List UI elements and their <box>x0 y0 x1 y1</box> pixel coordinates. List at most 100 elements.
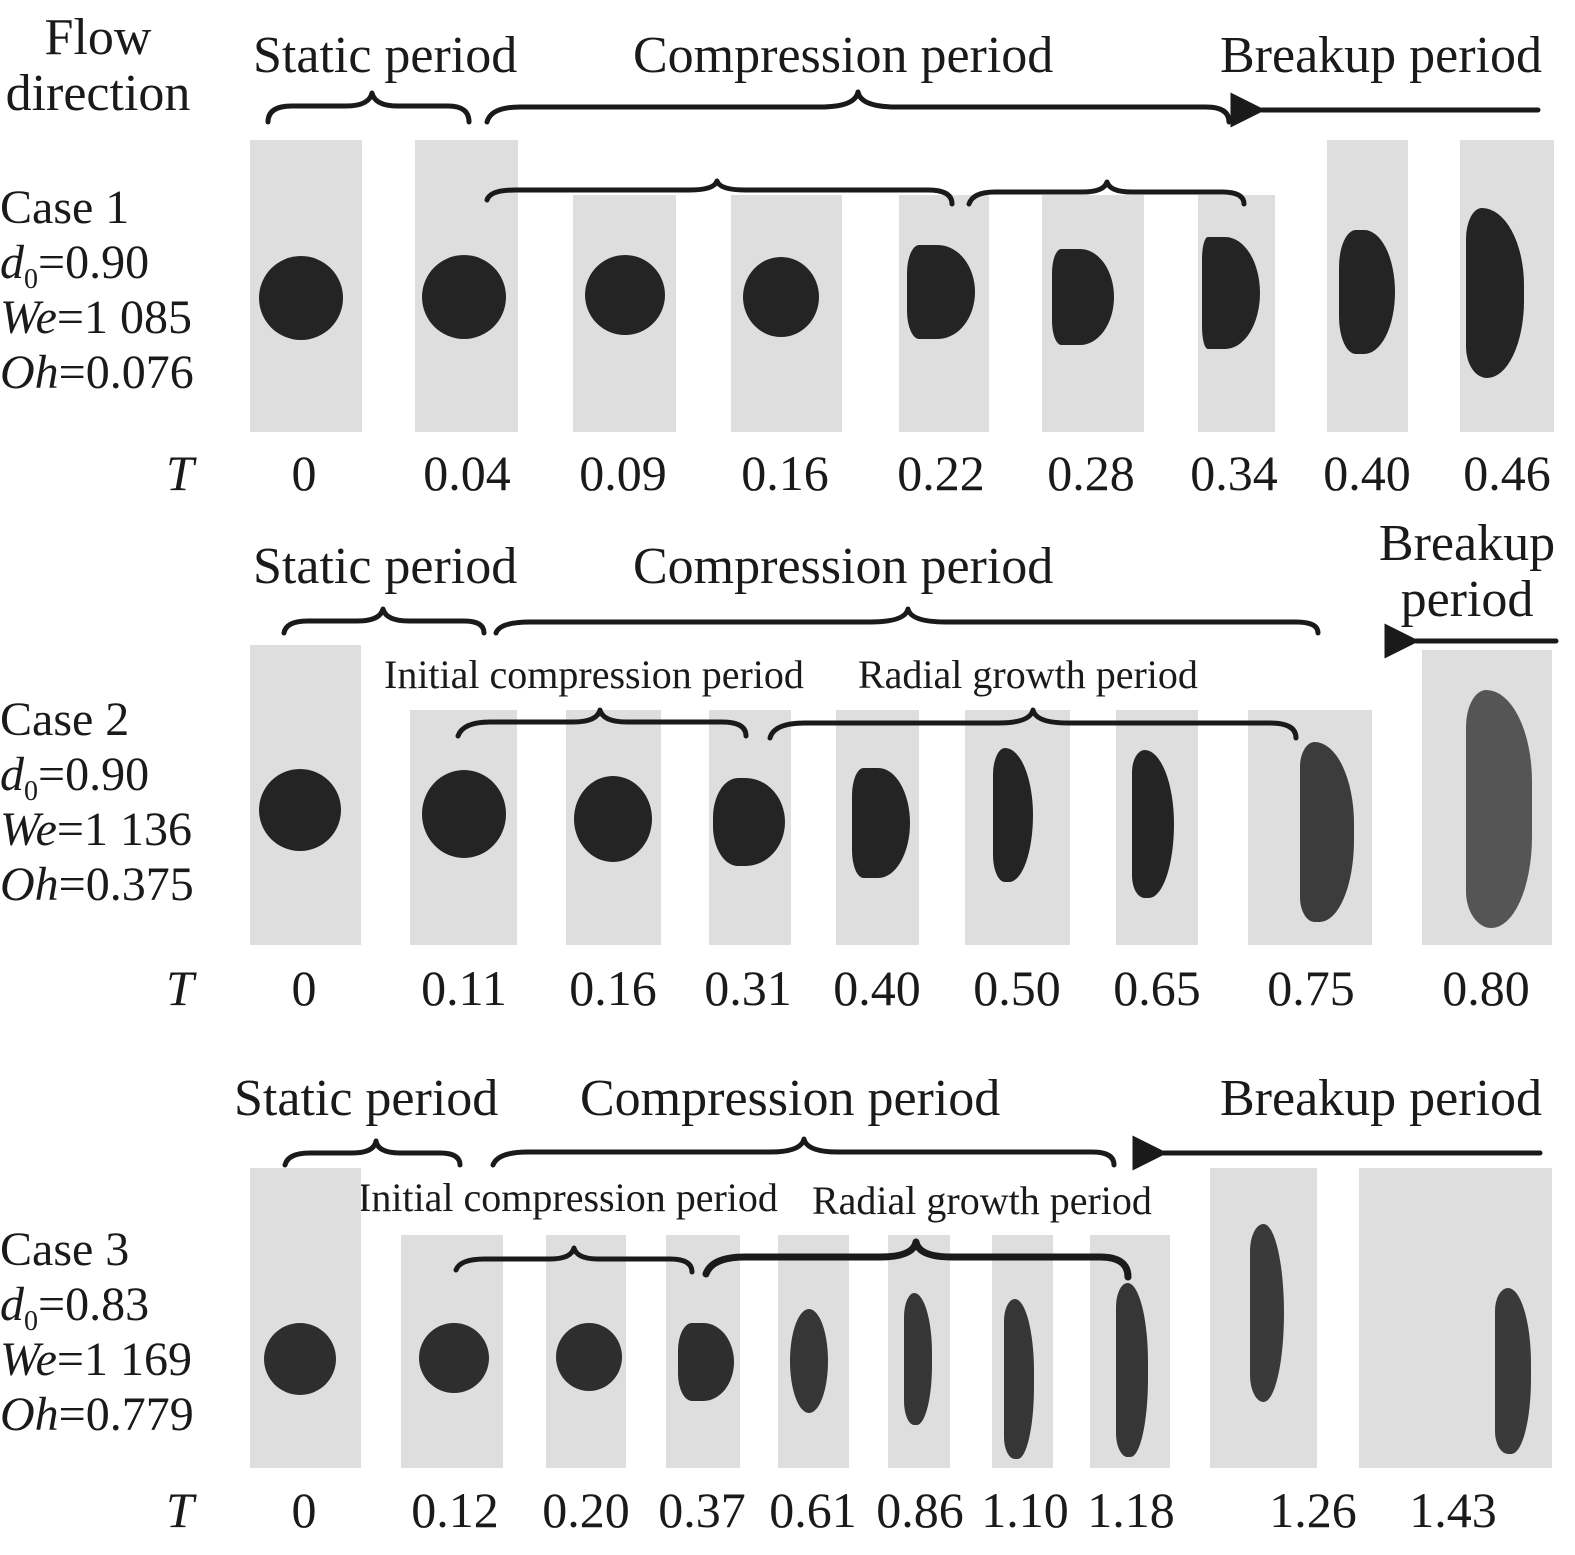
case-2-time-label: 0.75 <box>1267 960 1355 1016</box>
case-3-frame-5 <box>778 1235 849 1468</box>
droplet <box>556 1323 622 1391</box>
case-2-we: We=1 136 <box>0 803 192 856</box>
case-2-frame-3 <box>566 710 661 945</box>
case-2-d0: d0=0.90 <box>0 748 150 807</box>
droplet <box>264 1323 336 1395</box>
droplet <box>678 1323 734 1401</box>
flow-direction-label: Flow direction <box>5 9 191 122</box>
case-2-time-label: 0.80 <box>1442 960 1530 1016</box>
case-1-time-label: 0.22 <box>897 445 985 501</box>
droplet <box>743 257 819 337</box>
case-2-time-label: 0.65 <box>1113 960 1201 1016</box>
case-3-radial-growth-label: Radial growth period <box>812 1178 1152 1223</box>
case-3-time-label: 1.18 <box>1087 1482 1175 1538</box>
case-1-frame-1 <box>250 140 362 432</box>
case-1-time-label: 0.16 <box>741 445 829 501</box>
case-3-frame-3 <box>546 1235 626 1468</box>
case-2-initial-compression-brace <box>455 707 749 739</box>
case-3-d0: d0=0.83 <box>0 1278 150 1337</box>
case-3-frame-6 <box>888 1235 950 1468</box>
case-1-time-symbol: T <box>166 445 194 501</box>
droplet <box>259 256 343 340</box>
case-1-static-period-label: Static period <box>253 27 518 84</box>
droplet <box>907 245 975 339</box>
case-2-compression-brace <box>493 606 1321 636</box>
case-1-time-label: 0 <box>291 445 317 501</box>
case-1-static-brace <box>265 90 472 125</box>
case-3-time-label: 0.37 <box>658 1482 746 1538</box>
case-2-frame-8 <box>1248 710 1372 945</box>
droplet <box>259 769 341 851</box>
droplet <box>852 768 910 878</box>
droplet <box>1495 1288 1531 1454</box>
case-2-breakup-period-label: Breakup period <box>1378 515 1556 628</box>
case-2-frame-1 <box>250 645 361 945</box>
case-2-time-label: 0.16 <box>569 960 657 1016</box>
case-2-frame-4 <box>709 710 791 945</box>
case-1-compression-brace <box>484 89 1232 125</box>
droplet <box>1052 249 1114 345</box>
case-1-time-label: 0.34 <box>1190 445 1278 501</box>
droplet <box>1300 742 1354 922</box>
case-3-compression-period-label: Compression period <box>580 1070 1001 1127</box>
case-3-static-brace <box>282 1138 463 1168</box>
case-1-time-label: 0.46 <box>1463 445 1551 501</box>
droplet <box>1250 1224 1284 1402</box>
case-3-parameters: Case 3 d0=0.83 We=1 169 Oh=0.779 <box>0 1222 194 1442</box>
case-2-parameters: Case 2 d0=0.90 We=1 136 Oh=0.375 <box>0 692 194 912</box>
case-3-time-symbol: T <box>166 1482 194 1538</box>
case-2-frame-9 <box>1422 650 1552 945</box>
droplet <box>422 255 506 339</box>
case-2-static-brace <box>281 606 487 636</box>
case-3-title: Case 3 <box>0 1223 130 1276</box>
case-3-time-label: 0.61 <box>769 1482 857 1538</box>
case-2-frame-6 <box>965 710 1070 945</box>
case-3-time-label: 1.43 <box>1409 1482 1497 1538</box>
case-1-parameters: Case 1 d0=0.90 We=1 085 Oh=0.076 <box>0 180 194 400</box>
case-2-time-label: 0 <box>291 960 317 1016</box>
droplet <box>1116 1283 1148 1457</box>
droplet <box>585 255 665 335</box>
case-2-initial-compression-label: Initial compression period <box>384 652 804 697</box>
droplet <box>1466 690 1532 928</box>
droplet <box>713 778 785 866</box>
case-2-frame-2 <box>410 710 517 945</box>
case-1-subperiod-brace-1 <box>484 178 955 207</box>
case-3-frame-9 <box>1210 1168 1317 1468</box>
case-1-frame-5 <box>899 195 989 432</box>
case-3-initial-compression-brace <box>453 1245 695 1275</box>
case-2-frame-5 <box>836 710 919 945</box>
case-3-compression-brace <box>490 1136 1117 1168</box>
case-2-time-label: 0.31 <box>704 960 792 1016</box>
case-3-static-period-label: Static period <box>234 1070 499 1127</box>
case-1-d0: d0=0.90 <box>0 236 150 295</box>
case-2-time-label: 0.40 <box>833 960 921 1016</box>
case-1-compression-period-label: Compression period <box>633 27 1054 84</box>
droplet <box>574 776 652 862</box>
case-2-static-period-label: Static period <box>253 538 518 595</box>
case-3-time-label: 1.26 <box>1269 1482 1357 1538</box>
case-3-frame-10 <box>1359 1168 1552 1468</box>
case-1-frame-4 <box>731 195 842 432</box>
case-3-radial-growth-brace <box>702 1238 1132 1281</box>
case-1-frame-3 <box>573 195 676 432</box>
case-2-time-label: 0.50 <box>973 960 1061 1016</box>
case-2-title: Case 2 <box>0 693 130 746</box>
case-1-frame-6 <box>1042 195 1144 432</box>
case-1-we: We=1 085 <box>0 291 192 344</box>
droplet <box>1004 1299 1034 1459</box>
droplet <box>1202 237 1260 349</box>
case-1-time-label: 0.40 <box>1323 445 1411 501</box>
droplet <box>790 1309 828 1413</box>
case-3-frame-1 <box>250 1168 361 1468</box>
case-3-initial-compression-label: Initial compression period <box>358 1175 778 1220</box>
case-2-time-symbol: T <box>166 960 194 1016</box>
case-1-frame-8 <box>1327 140 1408 432</box>
case-3-time-label: 0 <box>291 1482 317 1538</box>
case-1-time-label: 0.28 <box>1047 445 1135 501</box>
case-1-subperiod-brace-2 <box>966 179 1247 207</box>
case-2-radial-growth-brace <box>767 707 1299 741</box>
case-3-oh: Oh=0.779 <box>0 1388 194 1441</box>
